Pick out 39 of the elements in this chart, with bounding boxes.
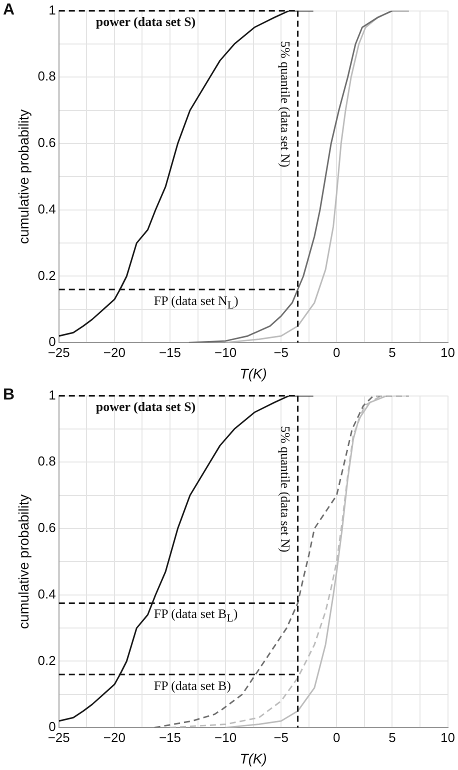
y-tick-label: 0.4 [38,201,56,216]
x-axis-title: T(K) [240,750,267,766]
ref-line-label: 5% quantile (data set N) [278,426,293,552]
x-tick-label: −5 [274,344,289,360]
ref-line-label: FP (data set B) [154,678,232,692]
y-tick-label: 1 [48,387,56,402]
x-tick-label: 5 [388,344,396,360]
y-tick-label: 0 [48,719,56,734]
y-tick-label: 1 [48,2,56,18]
x-tick-label: 0 [333,730,340,745]
ref-line-label: power (data set S) [96,14,196,29]
y-tick-label: 0.8 [38,454,56,469]
x-axis-title: T(K) [240,365,267,382]
y-tick-label: 0.2 [38,652,56,668]
y-tick-label: 0.6 [38,520,56,536]
x-tick-label: −10 [214,730,237,745]
chart-title: B [3,386,15,404]
y-tick-label: 0 [48,334,56,350]
x-tick-label: −15 [158,344,182,360]
y-tick-label: 0.2 [38,268,56,283]
x-tick-label: −20 [103,344,126,360]
x-tick-label: 10 [440,730,456,745]
chart-title: A [3,1,15,18]
x-tick-label: −5 [274,730,289,745]
x-tick-label: −15 [158,730,182,745]
y-tick-label: 0.4 [38,586,56,602]
ref-line-label: FP (data set N$_{L}$) [154,292,238,314]
y-axis-title: cumulative probability [15,109,32,244]
y-axis-title: cumulative probability [15,494,32,630]
x-tick-label: −20 [103,730,126,745]
ref-line-label: 5% quantile (data set N) [278,40,293,168]
x-tick-label: 0 [333,344,340,360]
ref-line-label: FP (data set B$_{L}$) [154,606,238,627]
x-tick-label: −10 [214,344,237,360]
y-tick-label: 0.8 [38,68,56,84]
x-tick-label: 5 [388,730,396,745]
x-tick-label: 10 [440,344,456,360]
ref-line-label: power (data set S) [96,398,196,414]
y-tick-label: 0.6 [38,135,56,150]
